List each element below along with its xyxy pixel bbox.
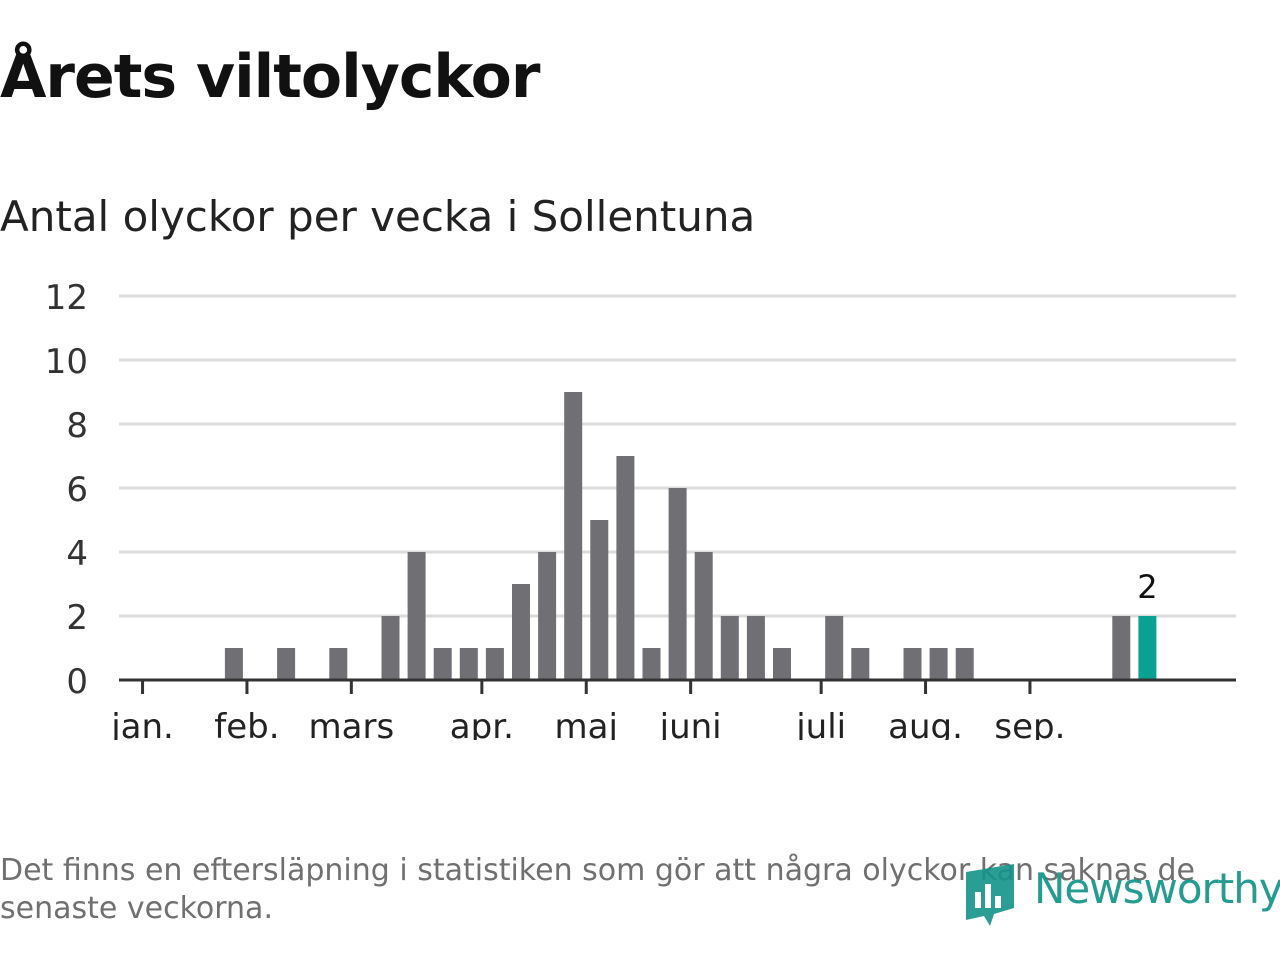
bar-week-23	[694, 552, 713, 680]
chart-title: Årets viltolyckor	[0, 42, 540, 112]
chart-subtitle: Antal olyckor per vecka i Sollentuna	[0, 192, 756, 241]
bar-week-24	[720, 616, 739, 680]
x-tick-label-maj: maj	[555, 707, 618, 740]
bar-week-14	[459, 648, 478, 680]
bar-week-31	[903, 648, 922, 680]
x-tick-label-aug.: aug.	[888, 707, 963, 740]
bars	[224, 392, 1157, 680]
x-tick-label-apr.: apr.	[450, 707, 514, 740]
y-tick-label-12: 12	[45, 278, 88, 318]
y-tick-label-6: 6	[66, 470, 88, 510]
bar-chart: 0 2 4 6 8 10 12 jan. feb. mars apr. maj juni juli aug…	[45, 278, 1236, 740]
bar-week-13	[433, 648, 452, 680]
highlight-value-label: 2	[1137, 568, 1157, 606]
bar-week-7	[277, 648, 296, 680]
x-tick-label-mars: mars	[309, 707, 395, 740]
bar-week-16	[512, 584, 530, 680]
y-tick-label-0: 0	[66, 662, 88, 702]
brand: Newsworthy	[964, 862, 1280, 926]
bar-week-17	[538, 552, 557, 680]
x-tick-label-sep.: sep.	[994, 707, 1065, 740]
y-tick-label-10: 10	[45, 342, 88, 382]
bar-week-20	[616, 456, 635, 680]
bar-week-9	[329, 648, 348, 680]
x-tick-label-jan.: jan.	[110, 707, 174, 740]
bar-week-25	[746, 616, 765, 680]
y-axis-tick-labels: 0 2 4 6 8 10 12	[45, 278, 88, 702]
bar-week-22	[668, 488, 687, 680]
newsworthy-logo-icon	[966, 864, 1014, 926]
bar-week-29	[851, 648, 870, 680]
bar-week-18	[564, 392, 583, 680]
bar-week-5	[224, 648, 243, 680]
bar-week-26	[773, 648, 791, 680]
annotations: 2	[1137, 568, 1157, 606]
bar-week-19	[590, 520, 609, 680]
y-tick-label-8: 8	[66, 406, 88, 446]
bar-week-12	[407, 552, 426, 680]
bar-week-15	[485, 648, 504, 680]
bar-week-40	[1138, 616, 1157, 680]
x-axis: jan. feb. mars apr. maj juni juli aug. sep.	[110, 678, 1236, 740]
x-tick-label-juli: juli	[795, 707, 846, 740]
y-tick-label-4: 4	[66, 534, 88, 574]
brand-name: Newsworthy	[1034, 864, 1280, 913]
x-tick-label-juni: juni	[659, 707, 722, 740]
x-tick-label-feb.: feb.	[214, 707, 279, 740]
bar-week-33	[955, 648, 974, 680]
bar-week-28	[825, 616, 844, 680]
bar-week-21	[642, 648, 661, 680]
bar-week-32	[929, 648, 948, 680]
y-tick-label-2: 2	[66, 598, 88, 638]
bar-week-39	[1112, 616, 1131, 680]
bar-week-11	[381, 616, 400, 680]
